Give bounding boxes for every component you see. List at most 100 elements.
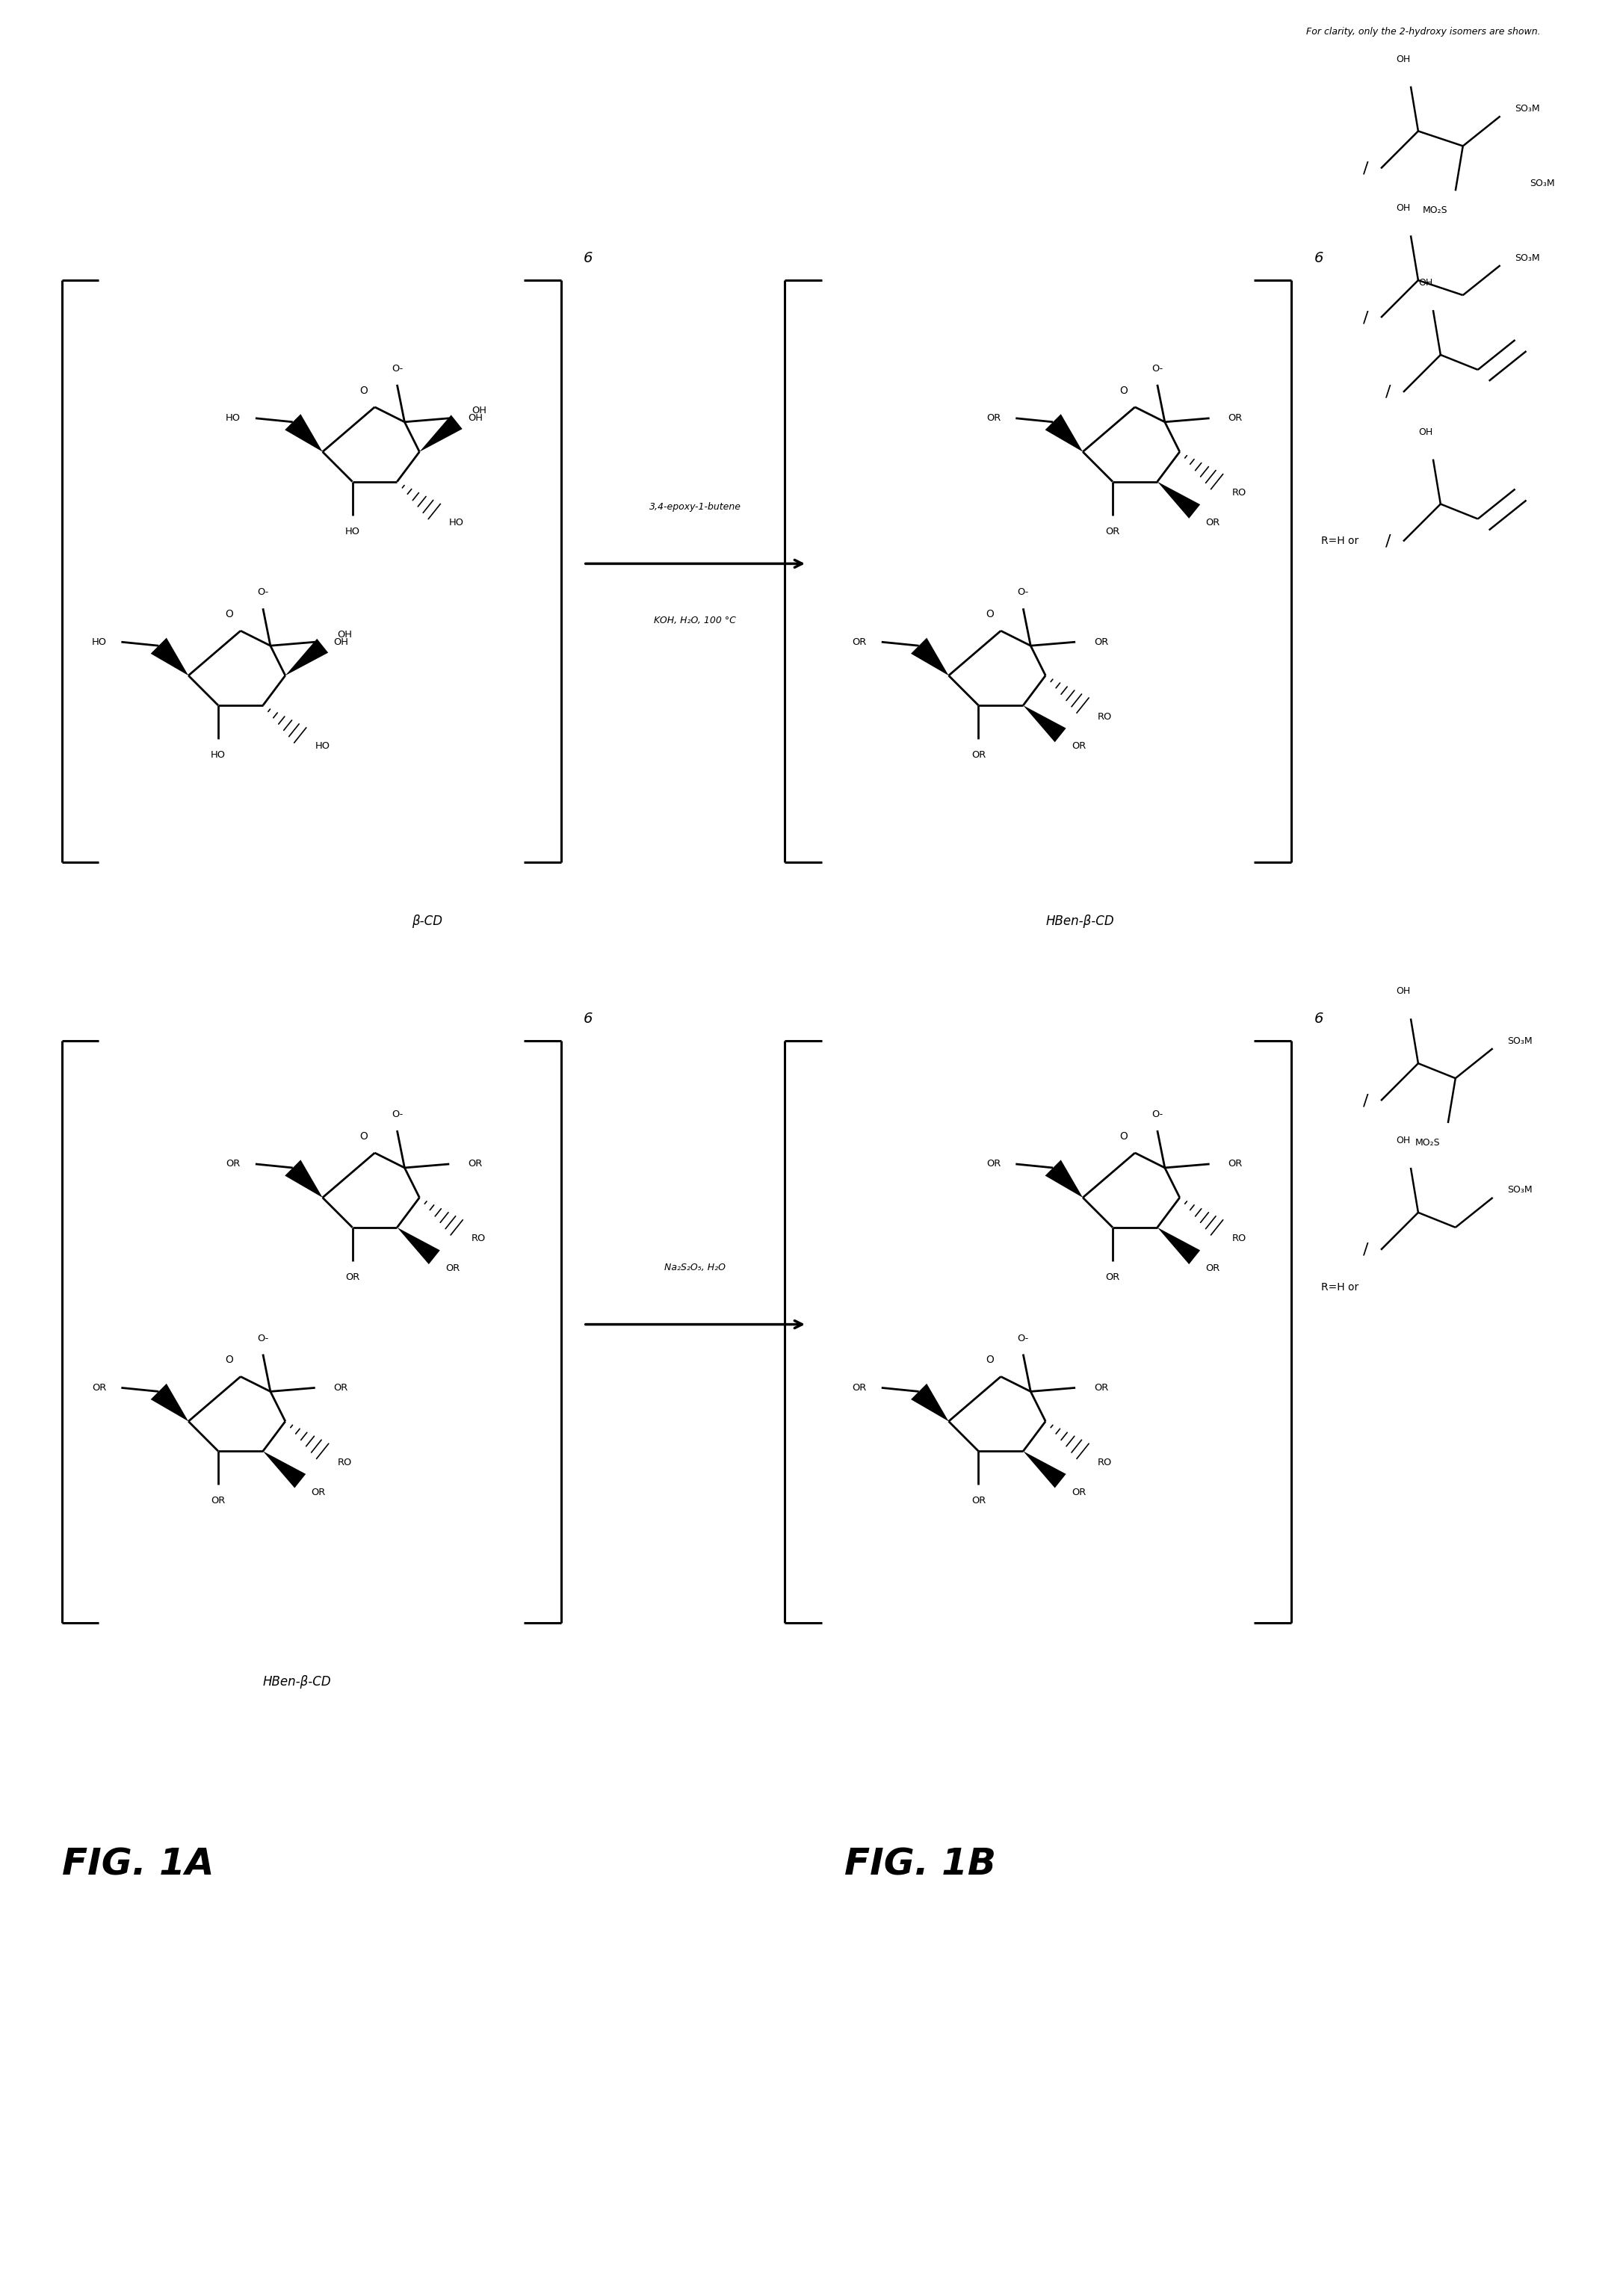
Text: OR: OR [1229,1159,1243,1169]
Text: /: / [1386,533,1391,549]
Text: MO₂S: MO₂S [1415,1139,1441,1148]
Text: O: O [1120,1132,1128,1141]
Text: 3,4-epoxy-1-butene: 3,4-epoxy-1-butene [649,503,742,512]
Text: OR: OR [346,1272,360,1281]
Text: OH: OH [1396,55,1410,64]
Text: O-: O- [1152,363,1164,374]
Text: For clarity, only the 2-hydroxy isomers are shown.: For clarity, only the 2-hydroxy isomers … [1307,28,1540,37]
Polygon shape [1157,482,1199,519]
Text: /: / [1363,161,1368,177]
Text: OR: OR [852,636,867,647]
Polygon shape [911,638,948,675]
Text: RO: RO [1097,1458,1112,1467]
Text: OR: OR [1206,1263,1220,1274]
Polygon shape [286,638,328,675]
Text: SO₃M: SO₃M [1516,253,1540,262]
Text: O-: O- [1152,1109,1164,1118]
Polygon shape [151,638,188,675]
Text: /: / [1386,386,1391,400]
Text: Na₂S₂O₅, H₂O: Na₂S₂O₅, H₂O [664,1263,725,1272]
Text: O: O [985,1355,993,1366]
Text: FIG. 1B: FIG. 1B [844,1846,997,1883]
Text: KOH, H₂O, 100 °C: KOH, H₂O, 100 °C [654,615,737,625]
Text: 6: 6 [1315,1013,1323,1026]
Text: β-CD: β-CD [412,914,443,928]
Text: O-: O- [256,588,269,597]
Text: OH: OH [467,413,484,422]
Text: OR: OR [1094,636,1109,647]
Polygon shape [263,1451,305,1488]
Text: OR: OR [852,1382,867,1394]
Text: OR: OR [971,751,985,760]
Text: 6: 6 [583,250,592,266]
Text: OR: OR [1229,413,1243,422]
Text: SO₃M: SO₃M [1530,179,1555,188]
Text: SO₃M: SO₃M [1508,1035,1532,1047]
Polygon shape [419,416,463,452]
Text: HO: HO [211,751,226,760]
Polygon shape [286,413,323,452]
Text: OH: OH [1419,278,1433,287]
Polygon shape [911,1384,948,1421]
Text: R=H or: R=H or [1321,535,1358,546]
Text: OR: OR [1105,1272,1120,1281]
Text: 6: 6 [583,1013,592,1026]
Text: HO: HO [450,519,464,528]
Text: HO: HO [91,636,107,647]
Text: OR: OR [226,1159,240,1169]
Text: OH: OH [472,406,487,416]
Text: HO: HO [226,413,240,422]
Text: O: O [226,608,234,620]
Text: O: O [985,608,993,620]
Text: O-: O- [256,1334,269,1343]
Text: OR: OR [446,1263,459,1274]
Text: /: / [1363,1242,1368,1258]
Text: RO: RO [338,1458,352,1467]
Text: O: O [360,1132,367,1141]
Text: OR: OR [1071,742,1086,751]
Text: O: O [226,1355,234,1366]
Text: O-: O- [391,363,403,374]
Text: OR: OR [467,1159,482,1169]
Polygon shape [1045,413,1083,452]
Text: OR: OR [1071,1488,1086,1497]
Text: OR: OR [211,1497,226,1506]
Text: RO: RO [1232,1233,1246,1244]
Text: OR: OR [1094,1382,1109,1394]
Text: /: / [1363,310,1368,326]
Text: R=H or: R=H or [1321,1281,1358,1293]
Text: RO: RO [1097,712,1112,721]
Polygon shape [286,1159,323,1199]
Polygon shape [1022,1451,1066,1488]
Text: RO: RO [472,1233,485,1244]
Text: HO: HO [315,742,329,751]
Text: O-: O- [1018,588,1029,597]
Text: OR: OR [987,413,1001,422]
Text: RO: RO [1232,489,1246,498]
Text: MO₂S: MO₂S [1423,207,1448,216]
Polygon shape [398,1228,440,1265]
Text: OR: OR [1105,526,1120,535]
Text: O: O [360,386,367,395]
Text: HBen-β-CD: HBen-β-CD [263,1674,331,1688]
Text: FIG. 1A: FIG. 1A [62,1846,214,1883]
Text: OR: OR [312,1488,326,1497]
Text: OH: OH [338,629,352,638]
Polygon shape [1022,705,1066,742]
Text: OR: OR [93,1382,107,1394]
Text: /: / [1363,1093,1368,1109]
Text: OR: OR [987,1159,1001,1169]
Text: OH: OH [334,636,349,647]
Polygon shape [151,1384,188,1421]
Text: OH: OH [1396,1137,1410,1146]
Polygon shape [1157,1228,1199,1265]
Text: HO: HO [346,526,360,535]
Text: OR: OR [971,1497,985,1506]
Text: HBen-β-CD: HBen-β-CD [1045,914,1113,928]
Text: OH: OH [1396,987,1410,996]
Text: O-: O- [391,1109,403,1118]
Text: O-: O- [1018,1334,1029,1343]
Text: OR: OR [1206,519,1220,528]
Polygon shape [1045,1159,1083,1199]
Text: OH: OH [1396,204,1410,214]
